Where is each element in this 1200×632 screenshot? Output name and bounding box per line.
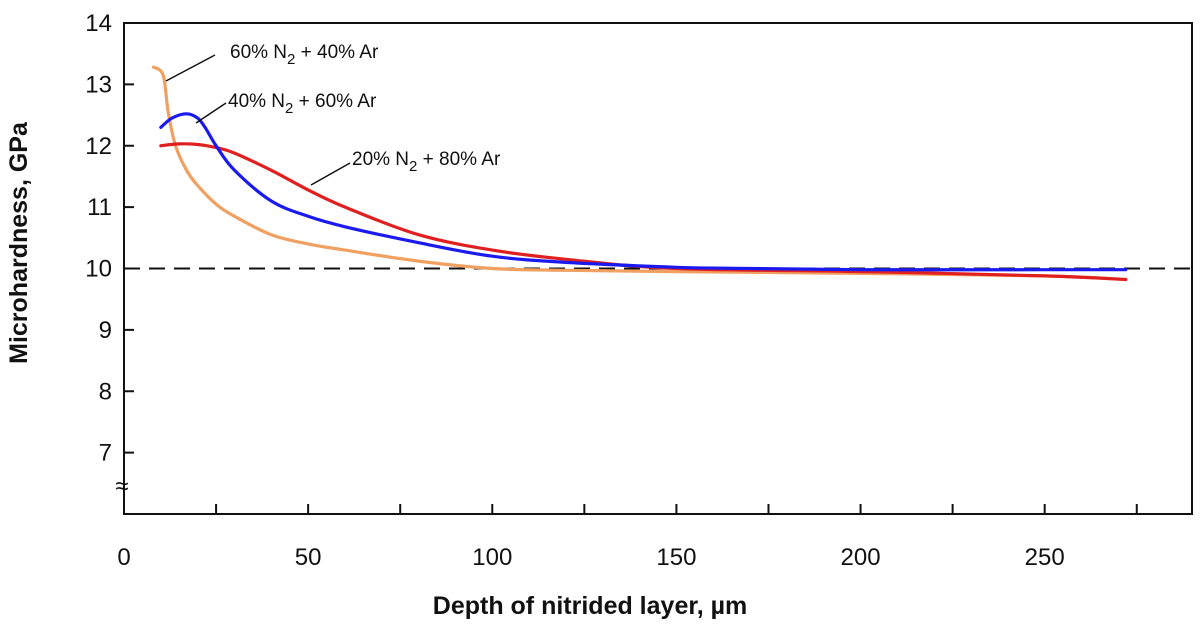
annotation-leader-1 [165, 54, 216, 82]
x-tick-label: 200 [841, 544, 881, 571]
x-tick-label: 150 [656, 544, 696, 571]
annotation-label-3: 20% N2 + 80% Ar [352, 149, 501, 175]
series-line-1 [151, 65, 1128, 282]
y-tick-label: 9 [99, 317, 112, 344]
x-axis-title: Depth of nitrided layer, µm [433, 592, 747, 620]
y-axis-ticks: 7 8 9 10 11 12 13 14 [85, 10, 134, 467]
y-tick-label: 7 [99, 440, 112, 467]
annotation-leader-3 [310, 162, 351, 186]
x-tick-label: 100 [472, 544, 512, 571]
x-axis-ticks: 0 50 100 150 200 250 [117, 504, 1138, 571]
annotation-leader-2 [195, 102, 227, 124]
annotations: 60% N2 + 40% Ar 40% N2 + 60% Ar 20% N2 + 8… [165, 42, 501, 186]
y-tick-label: 13 [85, 71, 112, 98]
annotation-label-1: 60% N2 + 40% Ar [230, 42, 379, 68]
x-tick-label: 50 [295, 544, 322, 571]
y-tick-label: 8 [99, 378, 112, 405]
annotation-label-2: 40% N2 + 60% Ar [228, 91, 377, 117]
y-tick-label: 11 [87, 194, 112, 221]
y-tick-label: 10 [85, 256, 112, 283]
y-axis-title: Microhardness, GPa [5, 121, 33, 364]
y-tick-label: 14 [85, 10, 112, 37]
series-line-3 [159, 142, 1128, 282]
series-lines [151, 65, 1128, 282]
x-tick-label: 0 [117, 544, 130, 571]
x-tick-label: 250 [1025, 544, 1065, 571]
axis-break-symbol: ≈ [115, 473, 128, 500]
series-line-2 [159, 112, 1128, 272]
y-tick-label: 12 [85, 133, 112, 160]
